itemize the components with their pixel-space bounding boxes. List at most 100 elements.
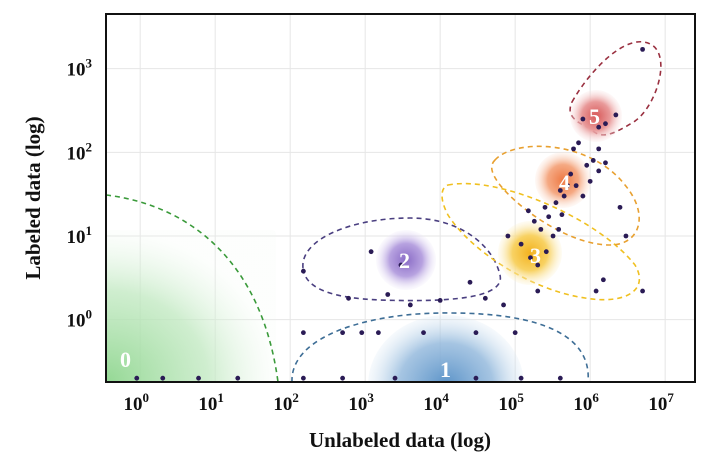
data-point-62 xyxy=(590,158,596,163)
data-point-45 xyxy=(573,183,579,189)
data-point-18 xyxy=(359,330,365,336)
region-1-boundary xyxy=(291,312,589,382)
data-point-48 xyxy=(587,178,593,184)
data-point-52 xyxy=(546,214,552,220)
data-point-19 xyxy=(385,292,391,297)
data-point-7 xyxy=(473,375,479,381)
data-point-40 xyxy=(593,288,599,294)
data-point-33 xyxy=(531,218,537,224)
data-points xyxy=(134,46,645,381)
y-tick-label-1: 101 xyxy=(67,223,93,248)
data-point-3 xyxy=(235,375,241,381)
region-2-fill xyxy=(376,230,436,290)
data-point-51 xyxy=(617,204,623,210)
data-point-63 xyxy=(576,140,581,146)
data-point-21 xyxy=(437,298,443,303)
data-point-44 xyxy=(565,183,570,189)
data-point-41 xyxy=(535,288,541,294)
data-point-53 xyxy=(571,146,576,152)
x-tick-labels: 100 101 102 103 104 105 106 107 xyxy=(123,390,674,415)
data-point-65 xyxy=(640,288,645,294)
data-point-43 xyxy=(559,212,565,218)
data-point-59 xyxy=(613,112,619,118)
x-tick-label-2: 102 xyxy=(273,390,299,415)
data-point-57 xyxy=(580,116,586,122)
y-tick-label-3: 103 xyxy=(67,56,93,81)
data-point-54 xyxy=(584,162,590,168)
data-point-29 xyxy=(528,255,533,261)
data-point-31 xyxy=(543,249,549,255)
data-point-37 xyxy=(561,193,567,199)
data-point-26 xyxy=(398,262,404,268)
region-1-fill xyxy=(368,315,524,382)
data-point-27 xyxy=(505,233,511,239)
data-point-61 xyxy=(640,46,645,52)
data-point-34 xyxy=(542,204,548,210)
data-point-2 xyxy=(196,375,201,381)
data-point-5 xyxy=(340,375,346,381)
data-point-0 xyxy=(134,375,140,381)
y-tick-label-0: 100 xyxy=(67,307,93,332)
y-axis-label: Labeled data (log) xyxy=(21,116,45,279)
data-point-25 xyxy=(368,249,374,255)
region-5-boundary xyxy=(569,41,662,136)
data-point-24 xyxy=(501,302,506,308)
region-5-fill xyxy=(570,90,622,142)
data-point-56 xyxy=(603,160,608,166)
data-point-42 xyxy=(553,200,559,206)
x-tick-label-6: 106 xyxy=(573,390,599,415)
data-point-12 xyxy=(375,330,381,336)
data-point-64 xyxy=(623,233,629,239)
region-label-0: 0 xyxy=(120,347,131,372)
data-point-23 xyxy=(482,295,488,301)
data-point-28 xyxy=(518,241,524,247)
data-point-36 xyxy=(556,226,562,232)
region-4-fill xyxy=(535,152,591,208)
region-2-boundary xyxy=(302,217,501,302)
x-tick-label-4: 104 xyxy=(423,390,449,415)
data-point-49 xyxy=(596,168,602,174)
data-point-17 xyxy=(346,295,351,301)
plot-frame xyxy=(105,13,696,383)
data-point-6 xyxy=(392,375,398,381)
data-point-15 xyxy=(512,330,518,336)
data-point-14 xyxy=(473,330,479,336)
x-tick-label-7: 107 xyxy=(648,390,674,415)
region-0-fill xyxy=(106,230,276,382)
data-point-60 xyxy=(596,124,602,130)
region-label-1: 1 xyxy=(440,357,451,382)
data-point-32 xyxy=(550,233,556,239)
region-label-3: 3 xyxy=(530,243,541,268)
region-3-boundary xyxy=(441,182,641,301)
data-point-8 xyxy=(518,375,524,381)
y-tick-label-2: 102 xyxy=(67,139,93,164)
region-label-4: 4 xyxy=(559,170,570,195)
data-point-20 xyxy=(407,302,413,308)
data-point-4 xyxy=(300,375,306,381)
data-point-35 xyxy=(525,208,531,214)
data-point-58 xyxy=(603,121,608,127)
x-tick-label-3: 103 xyxy=(348,390,374,415)
data-point-50 xyxy=(557,188,563,193)
data-point-47 xyxy=(568,171,574,177)
data-point-46 xyxy=(580,193,586,199)
data-point-39 xyxy=(600,277,606,283)
data-point-22 xyxy=(467,279,473,285)
data-point-10 xyxy=(300,330,306,336)
data-point-11 xyxy=(340,330,346,336)
x-tick-label-5: 105 xyxy=(498,390,524,415)
region-4-boundary xyxy=(490,145,640,246)
data-point-16 xyxy=(300,268,306,274)
data-point-55 xyxy=(596,146,602,152)
data-point-1 xyxy=(160,375,166,381)
data-point-38 xyxy=(538,226,544,232)
data-point-13 xyxy=(421,330,426,336)
x-tick-label-0: 100 xyxy=(123,390,149,415)
region-label-2: 2 xyxy=(399,248,410,273)
x-tick-label-1: 101 xyxy=(198,390,224,415)
x-axis-label: Unlabeled data (log) xyxy=(309,428,491,452)
data-point-30 xyxy=(535,262,541,268)
region-label-5: 5 xyxy=(589,104,600,129)
y-tick-labels: 100 101 102 103 xyxy=(67,56,93,332)
